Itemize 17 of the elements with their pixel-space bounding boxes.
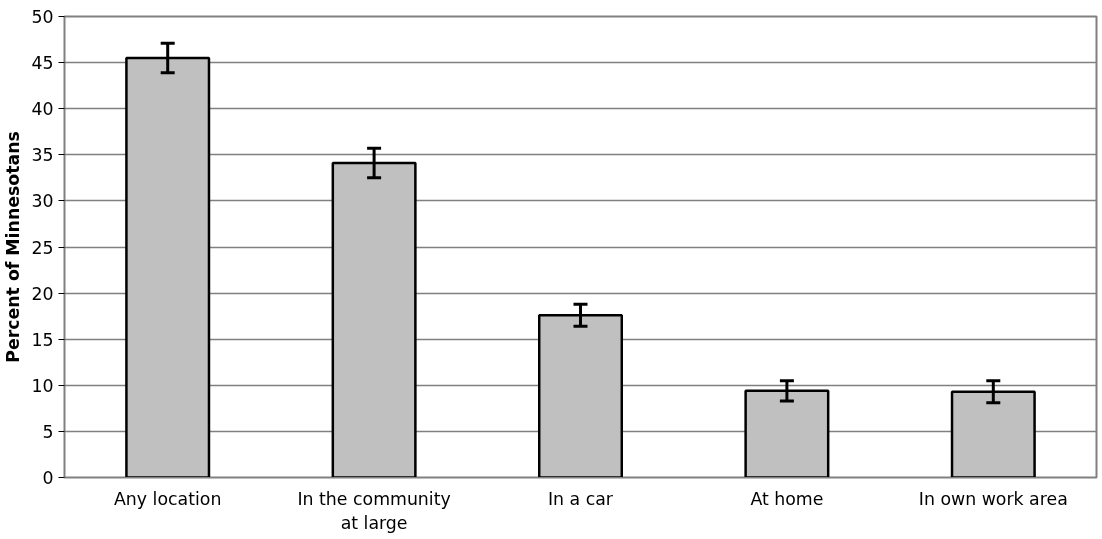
y-axis-title: Percent of Minnesotans — [3, 131, 24, 363]
y-tick-label: 5 — [42, 421, 54, 442]
y-tick-label: 40 — [31, 99, 54, 120]
y-tick-label: 20 — [31, 283, 54, 304]
y-tick-label: 30 — [31, 191, 54, 212]
y-tick-label: 50 — [31, 7, 54, 27]
x-tick-label: At home — [750, 488, 824, 509]
y-tick-label: 10 — [31, 375, 54, 396]
y-tick-label: 15 — [31, 329, 54, 350]
y-tick-label: 35 — [31, 145, 54, 166]
y-tick-label: 25 — [31, 237, 54, 258]
x-tick-label: In the community at large — [297, 488, 451, 533]
y-tick-label: 0 — [42, 468, 54, 488]
x-tick-label: Any location — [114, 488, 222, 509]
x-tick-label: In a car — [548, 488, 614, 509]
y-tick-label: 45 — [31, 53, 54, 74]
x-tick-label: In own work area — [918, 488, 1068, 509]
